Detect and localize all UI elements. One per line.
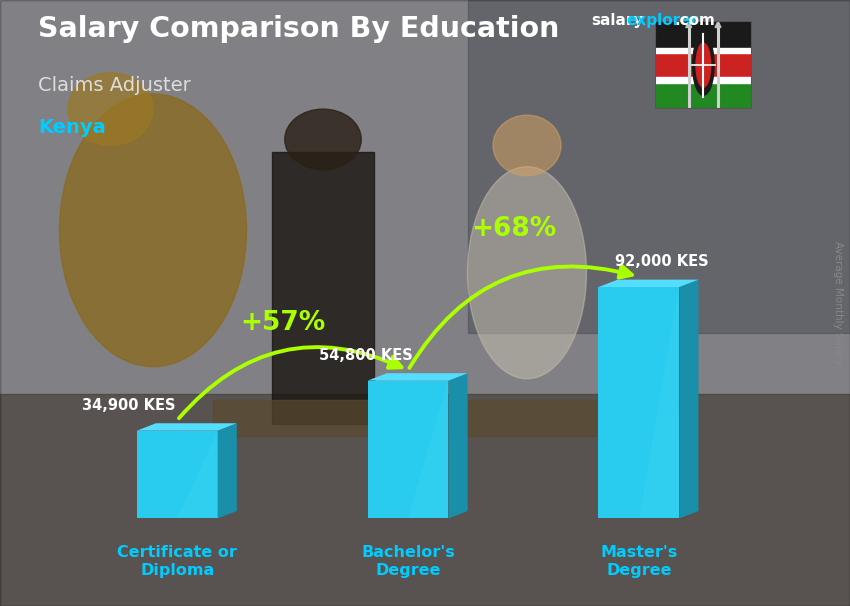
Text: Kenya: Kenya bbox=[38, 118, 106, 137]
Polygon shape bbox=[367, 373, 468, 381]
Text: Certificate or
Diploma: Certificate or Diploma bbox=[117, 545, 237, 578]
Ellipse shape bbox=[68, 73, 153, 145]
Polygon shape bbox=[137, 423, 237, 431]
Ellipse shape bbox=[693, 35, 714, 95]
Bar bbox=[654, 48, 752, 53]
Polygon shape bbox=[408, 381, 449, 519]
Polygon shape bbox=[686, 21, 692, 27]
Text: Bachelor's
Degree: Bachelor's Degree bbox=[361, 545, 455, 578]
Bar bbox=[654, 77, 752, 83]
Polygon shape bbox=[449, 373, 468, 519]
FancyBboxPatch shape bbox=[598, 287, 679, 519]
Bar bbox=[212, 400, 680, 436]
Text: .com: .com bbox=[674, 13, 715, 28]
Text: Average Monthly Salary: Average Monthly Salary bbox=[833, 241, 843, 365]
Text: salary: salary bbox=[591, 13, 643, 28]
Text: 34,900 KES: 34,900 KES bbox=[82, 398, 176, 413]
Polygon shape bbox=[639, 287, 679, 519]
Polygon shape bbox=[177, 431, 218, 519]
Polygon shape bbox=[598, 279, 699, 287]
Bar bbox=[654, 21, 752, 50]
Polygon shape bbox=[715, 21, 721, 27]
Bar bbox=[0, 394, 850, 606]
Text: 54,800 KES: 54,800 KES bbox=[319, 348, 412, 363]
Ellipse shape bbox=[493, 115, 561, 176]
Bar bbox=[468, 0, 850, 333]
Ellipse shape bbox=[60, 94, 246, 367]
Text: Master's
Degree: Master's Degree bbox=[600, 545, 677, 578]
FancyBboxPatch shape bbox=[367, 381, 449, 519]
Text: Claims Adjuster: Claims Adjuster bbox=[38, 76, 191, 95]
Bar bbox=[612, 291, 689, 412]
FancyBboxPatch shape bbox=[137, 431, 218, 519]
Text: explorer: explorer bbox=[626, 13, 699, 28]
Text: +57%: +57% bbox=[241, 310, 326, 336]
Ellipse shape bbox=[696, 43, 711, 87]
Text: +68%: +68% bbox=[471, 216, 557, 242]
Ellipse shape bbox=[468, 167, 586, 379]
Bar bbox=[654, 80, 752, 109]
Text: Salary Comparison By Education: Salary Comparison By Education bbox=[38, 15, 559, 43]
Polygon shape bbox=[679, 279, 699, 519]
Ellipse shape bbox=[285, 109, 361, 170]
Bar bbox=[654, 50, 752, 80]
Bar bbox=[272, 152, 374, 424]
Polygon shape bbox=[218, 423, 237, 519]
Text: 92,000 KES: 92,000 KES bbox=[615, 255, 709, 269]
